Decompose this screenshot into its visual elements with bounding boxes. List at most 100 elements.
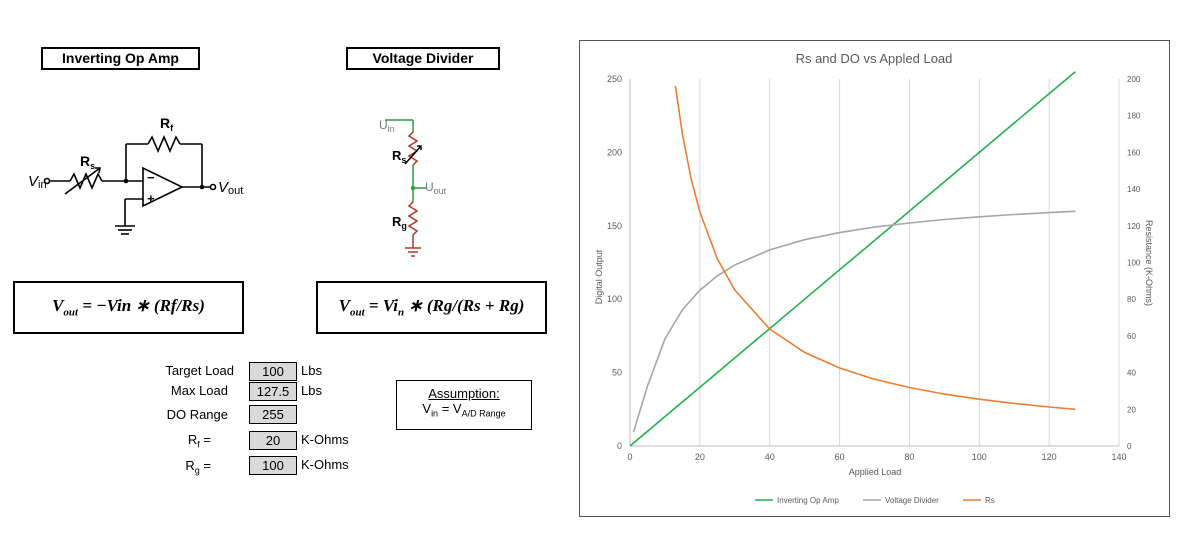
svg-text:Vin: Vin [28, 173, 47, 191]
assumption-equation: Vin = VA/D Range [397, 401, 531, 419]
divider-rs-label-sub: s [401, 155, 406, 165]
y2-tick-label: 100 [1127, 259, 1141, 268]
chart-title: Rs and DO vs Appled Load [796, 51, 953, 66]
param-value-rf[interactable]: 20 [249, 431, 297, 450]
svg-text:Rg: Rg [392, 214, 407, 231]
param-unit-target-load: Lbs [301, 363, 322, 378]
uin-label: U [379, 118, 388, 132]
x-tick-label: 40 [765, 452, 775, 462]
rs-resistor [69, 171, 103, 191]
op-amp-triangle [142, 166, 184, 208]
inverting-op-amp-title: Inverting Op Amp [41, 47, 200, 70]
assumption-lhs-sub: in [431, 408, 439, 419]
vout-label: V [218, 179, 230, 196]
param-label-max-load: Max Load [170, 383, 228, 398]
param-value-do-range[interactable]: 255 [249, 405, 297, 424]
chart-legend: Inverting Op Amp Voltage Divider Rs [755, 496, 995, 505]
rs-do-chart: Rs and DO vs Appled Load 0 20 40 60 80 100 120… [594, 51, 1154, 505]
inverting-op-amp-schematic: − + Rf Rs Vin Vout [28, 115, 243, 235]
legend-label: Rs [985, 496, 995, 505]
op-amp-minus-label: − [147, 170, 155, 185]
inv-formula-v: V [52, 296, 64, 316]
y-tick-label: 0 [617, 441, 622, 451]
y-tick-label: 50 [612, 368, 622, 378]
div-formula-rest: ∗ (Rg/(Rs + Rg) [404, 296, 525, 316]
divider-formula: Vout = Vin ∗ (Rg/(Rs + Rg) [316, 281, 547, 334]
div-formula-mid-sub: n [397, 306, 405, 319]
divider-rg-resistor [407, 201, 419, 236]
param-label-rf: Rf = [91, 432, 211, 450]
chart-frame: Rs and DO vs Appled Load 0 20 40 60 80 100 120… [579, 40, 1170, 517]
rf-label: R [160, 115, 170, 131]
vout-label-sub: out [228, 185, 243, 197]
assumption-box: Assumption: Vin = VA/D Range [396, 380, 532, 430]
vin-label: V [28, 173, 40, 190]
inv-formula-v-sub: out [63, 306, 79, 319]
voltage-divider-schematic: Uin Rs Uout Rg [379, 118, 447, 257]
rf-resistor [147, 134, 181, 154]
x-tick-label: 140 [1111, 452, 1126, 462]
uout-label: U [425, 180, 434, 194]
x-axis-label: Applied Load [849, 467, 902, 477]
legend-label: Voltage Divider [885, 496, 939, 505]
div-formula-v: V [338, 296, 350, 316]
svg-text:Vout: Vout [218, 179, 243, 197]
assumption-rhs-sub: A/D Range [461, 408, 506, 419]
param-unit-max-load: Lbs [301, 383, 322, 398]
uin-label-sub: in [388, 124, 395, 134]
divider-rg-label-sub: g [401, 221, 407, 231]
param-label-rg: Rg = [91, 458, 211, 476]
div-formula-v-sub: out [349, 306, 365, 319]
y-axis-label: Digital Output [594, 249, 604, 304]
div-formula-mid: = Vi [364, 296, 398, 316]
divider-rs-resistor [407, 131, 419, 166]
inv-formula-rest: = −Vin ∗ (Rf/Rs) [78, 296, 205, 316]
y-tick-label: 250 [607, 74, 622, 84]
param-label-target-load: Target Load [165, 363, 234, 378]
y2-tick-label: 40 [1127, 369, 1136, 378]
assumption-eq: = V [438, 401, 462, 416]
svg-text:Uin: Uin [379, 118, 395, 134]
rs-arrow [64, 167, 101, 195]
y-tick-label: 150 [607, 221, 622, 231]
rs-label-sub: s [90, 161, 95, 171]
svg-text:Rs: Rs [392, 148, 406, 165]
inverting-formula: Vout = −Vin ∗ (Rf/Rs) [13, 281, 244, 334]
y-tick-label: 100 [607, 294, 622, 304]
op-amp-plus-label: + [147, 191, 155, 206]
y2-tick-label: 200 [1127, 75, 1141, 84]
rg-param-suffix: = [199, 458, 211, 473]
svg-text:Rs: Rs [80, 153, 95, 171]
param-unit-rf: K-Ohms [301, 432, 349, 447]
rf-label-sub: f [170, 123, 174, 133]
vin-terminal [43, 177, 51, 185]
rf-param-letter: R [187, 432, 198, 447]
param-value-target-load[interactable]: 100 [249, 362, 297, 381]
param-label-do-range: DO Range [166, 407, 228, 422]
param-value-rg[interactable]: 100 [249, 456, 297, 475]
y2-axis-label: Resistance (K-Ohms) [1144, 220, 1154, 306]
rs-label: R [80, 153, 90, 169]
uout-label-sub: out [434, 186, 447, 196]
voltage-divider-title: Voltage Divider [346, 47, 500, 70]
y2-tick-label: 80 [1127, 295, 1136, 304]
rf-param-suffix: = [199, 432, 211, 447]
rg-param-sub: g [194, 465, 200, 476]
x-tick-label: 0 [627, 452, 632, 462]
param-unit-rg: K-Ohms [301, 457, 349, 472]
y2-tick-label: 180 [1127, 112, 1141, 121]
divider-rs-label: R [392, 148, 402, 163]
rg-param-letter: R [185, 458, 195, 473]
rf-param-sub: f [197, 439, 200, 450]
y2-tick-label: 140 [1127, 185, 1141, 194]
svg-text:Rf: Rf [160, 115, 174, 133]
series-line-rs [674, 85, 1076, 411]
svg-text:Uout: Uout [425, 180, 447, 196]
x-tick-label: 100 [972, 452, 987, 462]
y-tick-label: 200 [607, 147, 622, 157]
x-tick-label: 80 [904, 452, 914, 462]
param-value-max-load[interactable]: 127.5 [249, 382, 297, 401]
y2-tick-label: 20 [1127, 405, 1136, 414]
series-line-voltage-divider [632, 210, 1076, 433]
x-tick-label: 120 [1042, 452, 1057, 462]
